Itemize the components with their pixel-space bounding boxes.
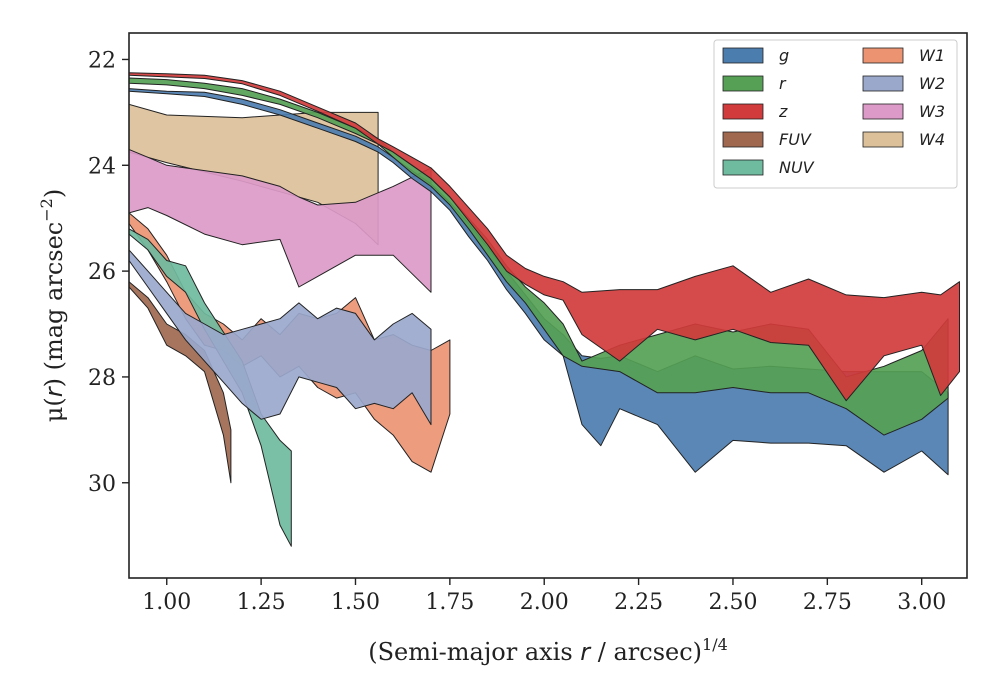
legend-entry-r: r (722, 74, 787, 93)
legend-swatch (722, 47, 764, 64)
legend-swatch (862, 47, 904, 64)
band-z (129, 72, 960, 402)
legend-label: FUV (779, 130, 812, 149)
x-tick-label: 2.75 (803, 590, 852, 615)
x-tick-label: 2.50 (708, 590, 757, 615)
band-nuv (129, 228, 292, 547)
legend-swatch (722, 103, 764, 120)
legend-swatch (722, 159, 764, 176)
band-w3 (129, 148, 432, 293)
y-axis-label: μ(r) (mag arcsec−2) (37, 189, 68, 422)
legend-label: r (779, 74, 787, 93)
legend: grz FUV NUV W1 W2 W3 W4 (713, 39, 958, 189)
legend-entry-w3: W3 (862, 102, 945, 121)
legend-label: W1 (919, 46, 945, 65)
x-tick-label: 1.00 (142, 590, 191, 615)
x-axis-label-prefix: (Semi-major axis (368, 638, 580, 666)
y-axis-label-var: r (40, 385, 68, 397)
y-tick-label: 22 (88, 48, 116, 73)
x-tick-label: 1.25 (237, 590, 286, 615)
legend-label: W3 (919, 102, 945, 121)
y-tick-label: 24 (88, 154, 116, 179)
y-axis-label-mid: ) (mag arcsec (40, 222, 68, 388)
x-axis-label-var: r (580, 638, 592, 666)
legend-swatch (862, 103, 904, 120)
legend-entry-w4: W4 (862, 130, 945, 149)
x-tick-label: 1.75 (425, 590, 474, 615)
x-tick-label: 2.00 (520, 590, 569, 615)
y-tick-label: 26 (88, 260, 116, 285)
y-tick-label: 28 (88, 366, 116, 391)
plot-frame (128, 32, 968, 579)
x-axis-label-sup: 1/4 (702, 635, 728, 654)
y-axis-label-suffix: ) (40, 189, 68, 198)
y-axis-label-prefix: μ( (40, 397, 68, 422)
legend-swatch (862, 75, 904, 92)
tick-layer: 1.00 1.25 1.50 1.75 2.00 2.25 2.50 2.75 3.00 22 24… (88, 48, 946, 615)
legend-entry-z: z (722, 102, 788, 121)
legend-label: g (779, 46, 789, 65)
band-w2 (129, 249, 432, 426)
x-tick-label: 3.00 (897, 590, 946, 615)
y-tick-label: 30 (88, 472, 116, 497)
legend-entry-w1: W1 (862, 46, 945, 65)
legend-label: z (778, 102, 788, 121)
x-tick-label: 1.50 (331, 590, 380, 615)
x-axis-label-mid: / arcsec) (590, 638, 702, 666)
plot-layer (129, 72, 960, 547)
legend-entry-w2: W2 (862, 74, 945, 93)
legend-label: W4 (919, 130, 945, 149)
legend-label: W2 (919, 74, 945, 93)
y-axis-label-sup: −2 (37, 198, 56, 222)
band-fuv (129, 281, 232, 484)
x-axis-label: (Semi-major axis r / arcsec)1/4 (368, 635, 728, 666)
legend-entry-fuv: FUV (722, 130, 812, 149)
legend-swatch (722, 75, 764, 92)
legend-swatch (862, 131, 904, 148)
legend-swatch (722, 131, 764, 148)
x-tick-label: 2.25 (614, 590, 663, 615)
legend-entry-nuv: NUV (722, 158, 815, 177)
legend-label: NUV (779, 158, 815, 177)
legend-entry-g: g (722, 46, 789, 65)
